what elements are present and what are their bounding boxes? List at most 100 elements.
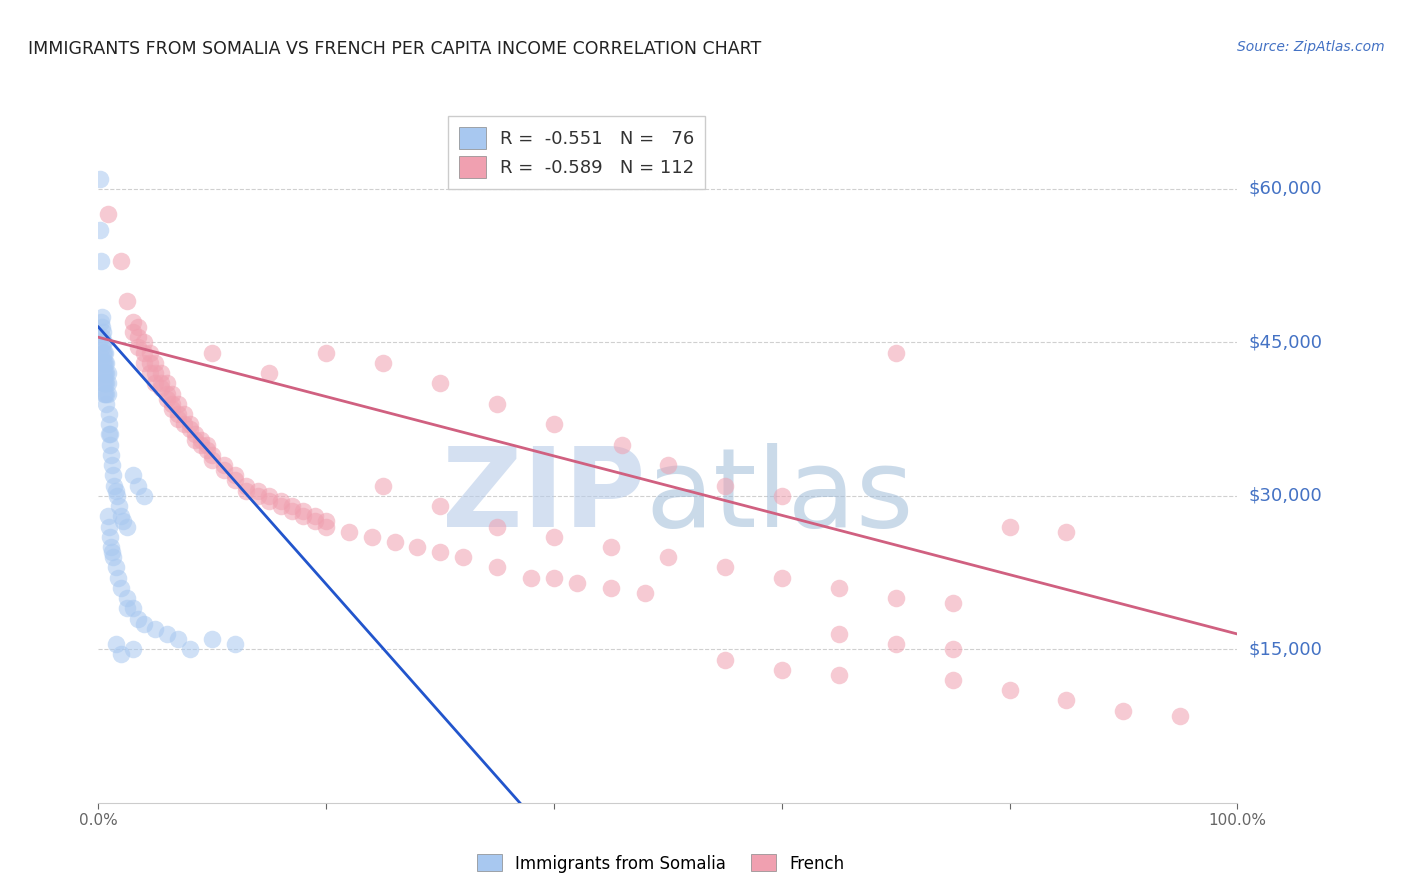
Point: [100, 540, 122, 554]
Point: [101, 458, 124, 472]
Point: [384, 534, 406, 549]
Point: [150, 381, 173, 395]
Point: [104, 560, 127, 574]
Point: [315, 515, 337, 529]
Point: [97, 407, 120, 421]
Point: [110, 581, 132, 595]
Point: [108, 499, 131, 513]
Point: [520, 571, 543, 585]
Point: [167, 397, 190, 411]
Legend: R =  -0.551   N =   76, R =  -0.589   N = 112: R = -0.551 N = 76, R = -0.589 N = 112: [449, 116, 706, 189]
Point: [104, 483, 127, 498]
Point: [132, 356, 155, 370]
Point: [770, 489, 793, 503]
Point: [292, 509, 315, 524]
Point: [201, 632, 224, 646]
Text: $45,000: $45,000: [1249, 334, 1323, 351]
Point: [93, 345, 115, 359]
Point: [486, 519, 509, 533]
Point: [212, 458, 235, 472]
Point: [429, 376, 451, 391]
Point: [150, 366, 173, 380]
Point: [770, 663, 793, 677]
Point: [150, 376, 173, 391]
Point: [115, 591, 138, 606]
Point: [167, 412, 190, 426]
Point: [107, 571, 129, 585]
Point: [486, 397, 509, 411]
Point: [156, 376, 179, 391]
Point: [828, 581, 851, 595]
Point: [600, 540, 623, 554]
Point: [98, 438, 121, 452]
Point: [224, 637, 246, 651]
Point: [115, 601, 138, 615]
Point: [94, 356, 117, 370]
Point: [91, 325, 114, 339]
Point: [127, 330, 149, 344]
Point: [93, 376, 115, 391]
Point: [103, 468, 125, 483]
Point: [90, 351, 112, 365]
Point: [828, 668, 851, 682]
Point: [93, 386, 115, 401]
Point: [91, 376, 114, 391]
Point: [110, 509, 132, 524]
Text: $60,000: $60,000: [1249, 180, 1322, 198]
Point: [235, 478, 257, 492]
Point: [121, 601, 143, 615]
Point: [94, 366, 117, 380]
Point: [451, 550, 474, 565]
Point: [96, 366, 118, 380]
Text: atlas: atlas: [645, 443, 914, 550]
Point: [90, 341, 112, 355]
Point: [281, 504, 304, 518]
Point: [127, 320, 149, 334]
Point: [127, 478, 149, 492]
Point: [138, 366, 160, 380]
Point: [145, 356, 167, 370]
Point: [121, 325, 143, 339]
Point: [132, 616, 155, 631]
Point: [127, 341, 149, 355]
Point: [190, 433, 212, 447]
Point: [96, 386, 118, 401]
Point: [127, 612, 149, 626]
Point: [90, 320, 112, 334]
Point: [281, 499, 304, 513]
Point: [998, 683, 1021, 698]
Point: [259, 489, 281, 503]
Point: [162, 397, 184, 411]
Point: [770, 571, 793, 585]
Point: [201, 448, 224, 462]
Point: [138, 345, 160, 359]
Point: [94, 345, 117, 359]
Point: [90, 310, 112, 324]
Point: [714, 560, 737, 574]
Point: [714, 652, 737, 666]
Point: [91, 345, 114, 359]
Point: [96, 356, 118, 370]
Text: $15,000: $15,000: [1249, 640, 1322, 658]
Point: [90, 253, 112, 268]
Point: [259, 494, 281, 508]
Point: [110, 253, 132, 268]
Point: [224, 468, 246, 483]
Point: [91, 356, 114, 370]
Point: [97, 519, 120, 533]
Point: [156, 386, 179, 401]
Point: [942, 673, 965, 687]
Point: [105, 489, 128, 503]
Point: [371, 356, 394, 370]
Point: [145, 622, 167, 636]
Point: [1112, 704, 1135, 718]
Text: $30,000: $30,000: [1249, 487, 1322, 505]
Point: [942, 596, 965, 610]
Point: [162, 386, 184, 401]
Point: [96, 376, 118, 391]
Point: [371, 478, 394, 492]
Point: [543, 571, 565, 585]
Point: [90, 330, 112, 344]
Point: [98, 530, 121, 544]
Point: [110, 648, 132, 662]
